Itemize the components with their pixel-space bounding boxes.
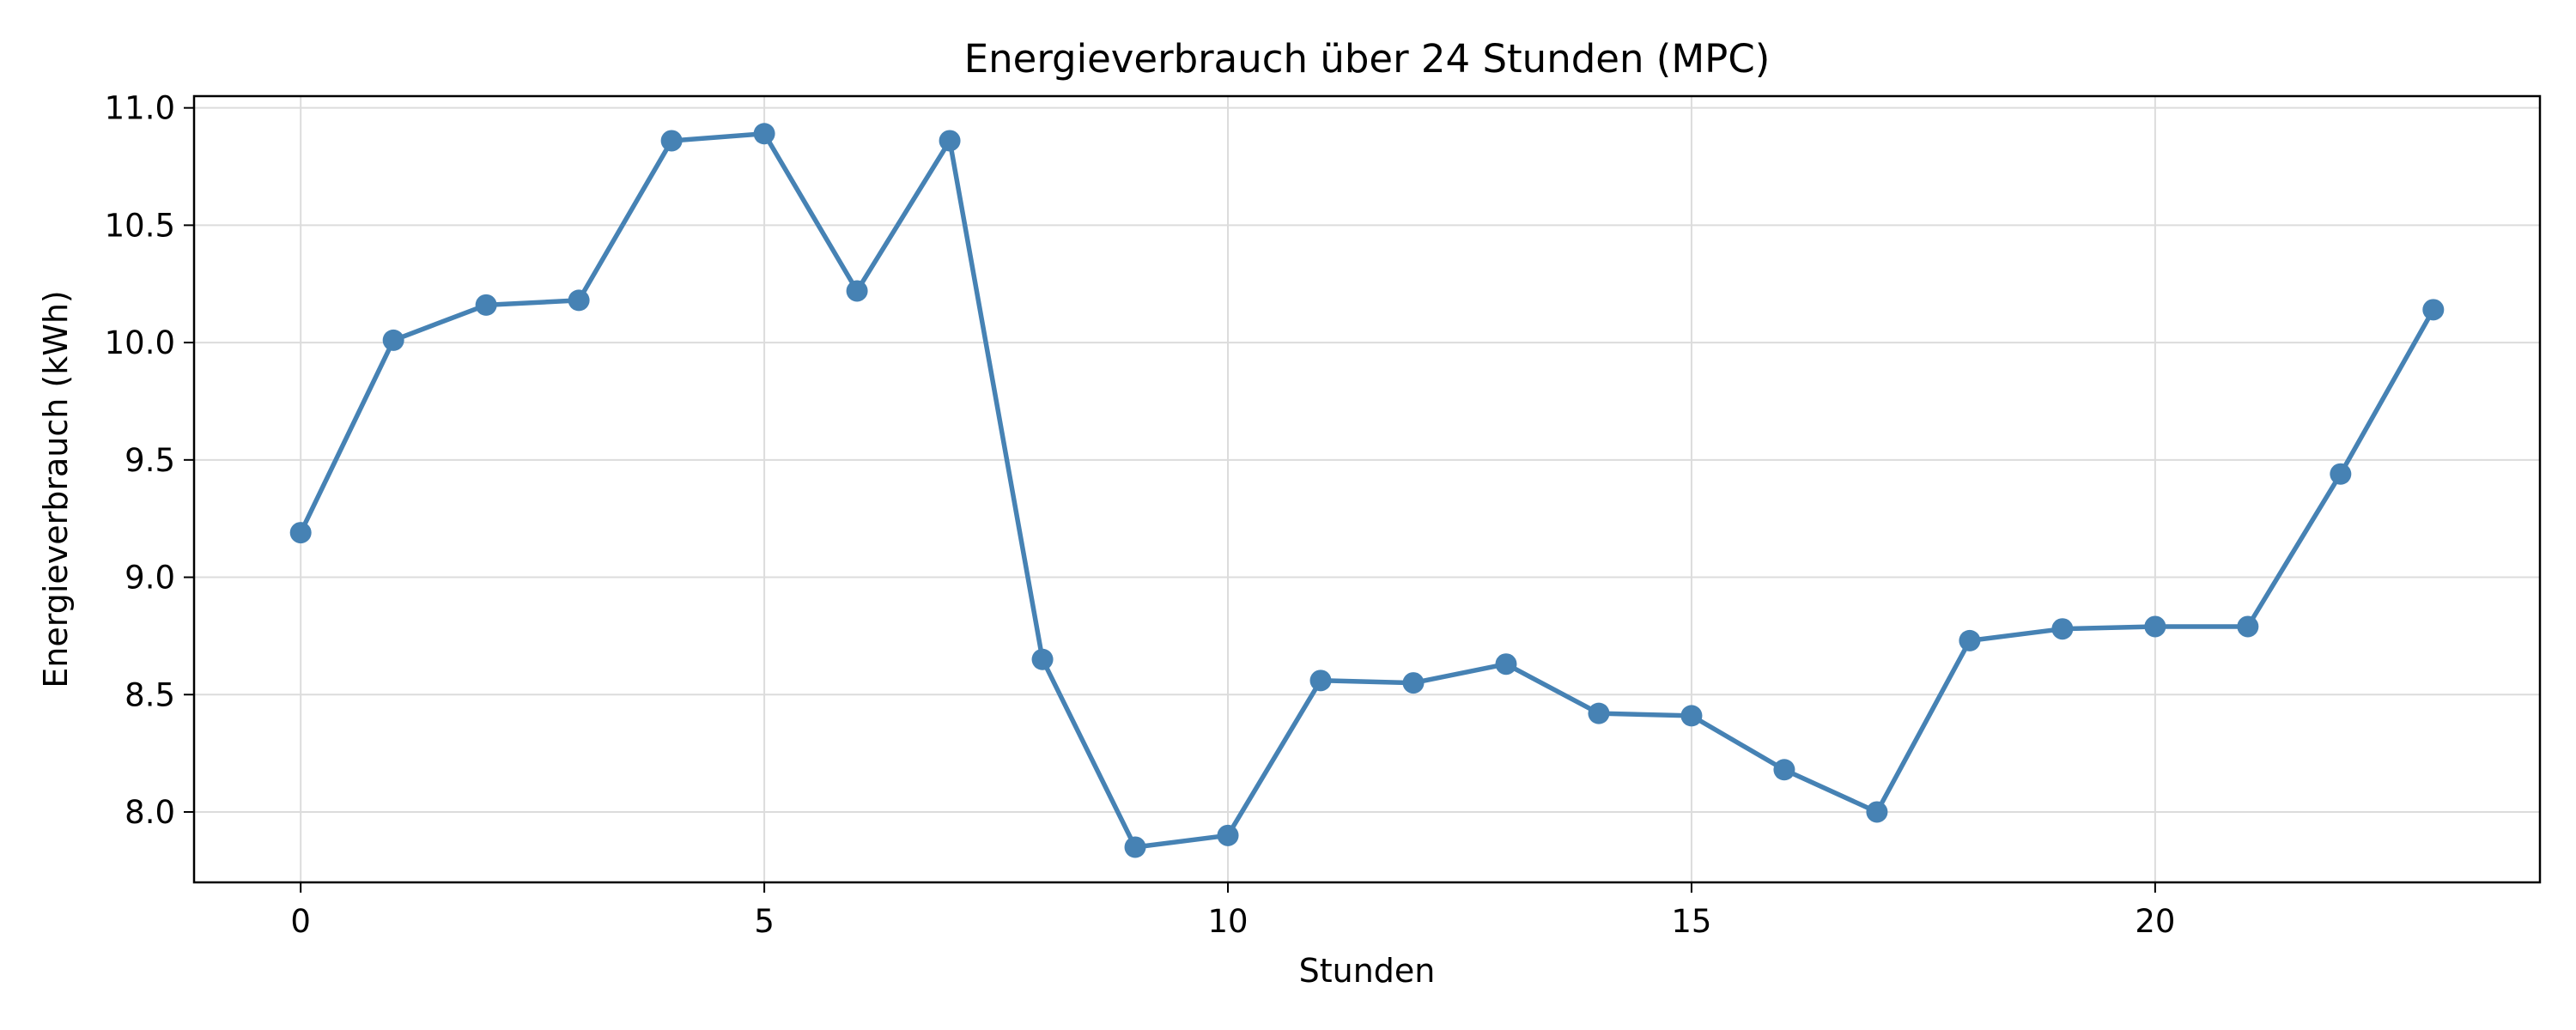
data-point — [939, 130, 961, 152]
series-layer — [289, 123, 2445, 858]
x-tick-label: 5 — [754, 903, 775, 940]
data-point — [475, 294, 497, 316]
data-point — [1031, 648, 1054, 670]
x-tick-label: 10 — [1207, 903, 1248, 940]
x-tick-label: 0 — [290, 903, 311, 940]
y-axis-label: Energieverbrauch (kWh) — [37, 290, 75, 688]
y-tick-label: 9.5 — [125, 442, 175, 479]
data-point — [846, 280, 868, 302]
x-tick-label: 15 — [1671, 903, 1711, 940]
data-point — [2144, 615, 2166, 638]
data-point — [1309, 670, 1332, 692]
x-tick-label: 20 — [2135, 903, 2175, 940]
data-point — [382, 329, 404, 351]
axis-ticks: 0 5 10 15 20 8.0 8.5 9.0 9.5 10.0 10.5 11.0 — [105, 90, 2176, 940]
y-tick-label: 9.0 — [125, 560, 175, 597]
data-point — [1402, 672, 1425, 694]
data-point — [2237, 615, 2259, 638]
y-tick-label: 8.0 — [125, 794, 175, 831]
y-tick-label: 8.5 — [125, 676, 175, 713]
plot-area-frame — [192, 94, 2542, 884]
y-tick-label: 10.5 — [105, 207, 175, 244]
data-point — [1866, 801, 1888, 823]
data-point — [2330, 463, 2352, 485]
data-point — [1495, 653, 1517, 676]
data-point — [1124, 836, 1146, 858]
data-point — [1588, 702, 1610, 724]
y-tick-label: 11.0 — [105, 90, 175, 127]
data-point — [568, 289, 590, 312]
data-point — [2422, 299, 2445, 321]
x-axis-label: Stunden — [1299, 952, 1436, 990]
data-point — [2051, 618, 2074, 640]
grid — [194, 96, 2540, 882]
data-point — [1959, 629, 1981, 651]
data-point — [660, 130, 683, 152]
data-point — [753, 123, 775, 145]
data-point — [1680, 705, 1703, 727]
series-line — [298, 130, 2436, 850]
chart-title: Energieverbrauch über 24 Stunden (MPC) — [964, 36, 1771, 82]
y-tick-label: 10.0 — [105, 324, 175, 361]
data-point — [1773, 759, 1795, 781]
data-point — [289, 522, 312, 544]
data-point — [1217, 824, 1239, 846]
